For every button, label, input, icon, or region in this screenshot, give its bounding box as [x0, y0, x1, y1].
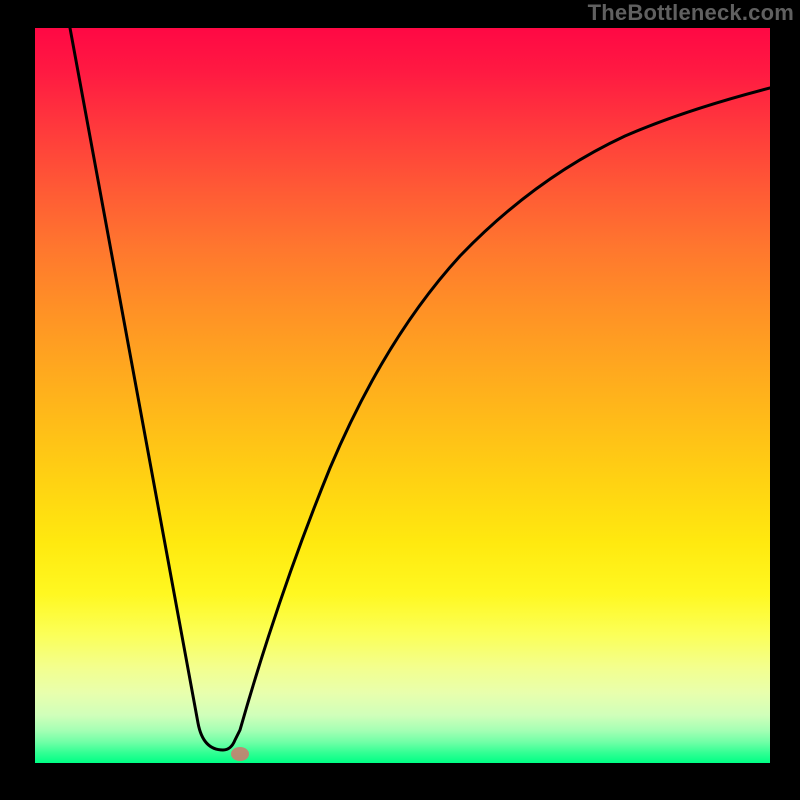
curve-layer — [35, 28, 770, 763]
plot-area — [35, 28, 770, 763]
chart-container: TheBottleneck.com — [0, 0, 800, 800]
optimum-marker — [231, 747, 249, 761]
watermark-text: TheBottleneck.com — [588, 0, 794, 26]
bottleneck-curve — [70, 28, 770, 750]
